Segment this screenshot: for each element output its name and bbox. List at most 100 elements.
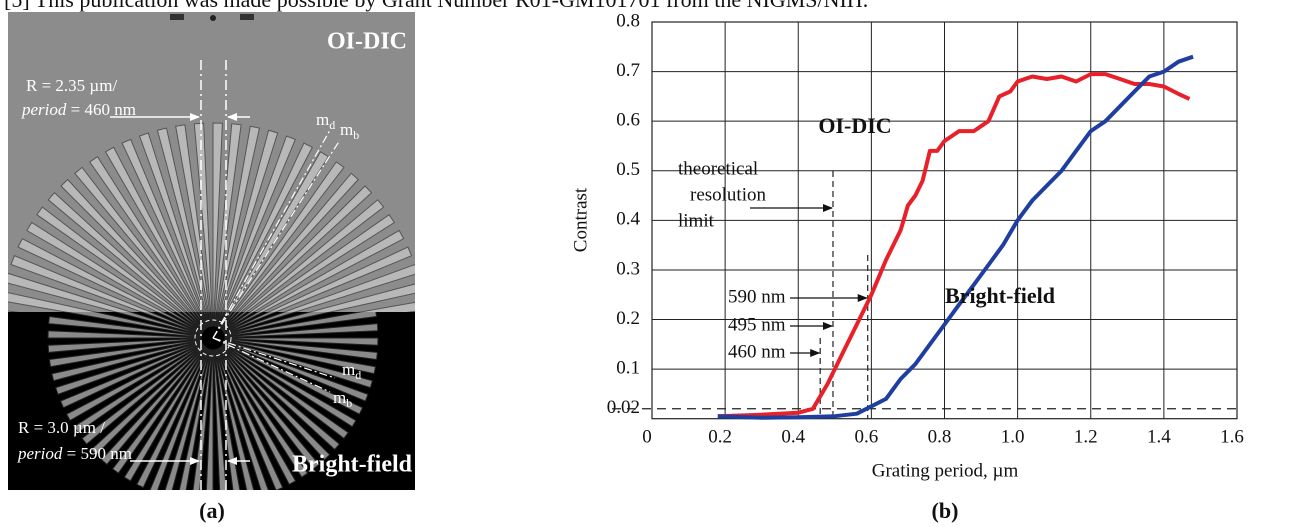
mark-label: mb	[333, 388, 352, 410]
panel-a: OI-DIC R = 2.35 µm/ period = 460 nm md m…	[8, 12, 415, 523]
guide-line	[212, 129, 331, 339]
spoke	[267, 246, 413, 312]
spoke	[200, 312, 210, 328]
spoke	[26, 221, 174, 312]
spoke	[205, 349, 214, 490]
mark-sub: d	[355, 368, 361, 382]
spoke	[217, 347, 297, 486]
panel-caption: (a)	[199, 498, 225, 523]
spoke	[123, 347, 208, 482]
spoke	[156, 312, 204, 334]
spoke	[193, 122, 213, 312]
spoke	[192, 349, 213, 490]
spoke	[216, 312, 225, 328]
y-axis-label: Contrast	[570, 187, 591, 252]
y-tick-label: 0.4	[616, 209, 640, 230]
y-tick-label: 0.6	[616, 110, 640, 131]
spoke	[222, 343, 357, 428]
spoke	[121, 138, 203, 312]
spoke	[17, 238, 165, 312]
mark-label: md	[316, 110, 335, 132]
spoke	[10, 255, 152, 312]
spoke	[218, 347, 309, 478]
series-line	[717, 54, 1194, 420]
spoke	[36, 206, 180, 312]
x-tick-label: 1.2	[1074, 426, 1098, 447]
marker-label: 590 nm	[728, 286, 786, 307]
spoke	[48, 339, 202, 368]
period-value: = 590 nm	[62, 444, 132, 463]
spoke	[215, 349, 255, 490]
period-word: period	[17, 444, 63, 463]
spoke	[214, 349, 241, 490]
spoke	[81, 344, 205, 445]
spoke	[8, 272, 133, 312]
y-tick-label: 0.02	[607, 397, 640, 418]
spoke	[181, 312, 205, 331]
spoke	[238, 185, 373, 312]
spoke	[47, 337, 202, 353]
mark-sub: b	[353, 128, 359, 142]
spoke	[166, 312, 204, 333]
spoke	[47, 330, 202, 339]
period-label: period = 460 nm	[21, 100, 136, 119]
spoke	[214, 123, 242, 312]
spoke	[111, 346, 207, 474]
mark-label: md	[342, 360, 361, 382]
period-word: period	[21, 100, 67, 119]
spoke	[48, 315, 202, 338]
mark-base: m	[342, 360, 355, 379]
spoke	[220, 345, 331, 461]
guide-line	[212, 337, 331, 393]
spoke	[65, 342, 204, 422]
spoke	[221, 345, 341, 451]
spoke	[224, 142, 313, 312]
spoke	[74, 166, 194, 312]
limit-note: theoretical	[678, 158, 758, 179]
x-tick-label: 0.4	[781, 426, 805, 447]
spoke	[227, 151, 330, 312]
spoke	[59, 341, 203, 409]
mark-base: m	[333, 388, 346, 407]
spoke	[257, 229, 405, 312]
spoke	[283, 263, 415, 312]
spoke	[205, 312, 211, 327]
spoke	[214, 312, 220, 327]
spoke	[224, 312, 378, 337]
marker-label: 495 nm	[728, 314, 786, 335]
radius-label: R = 3.0 µm /	[18, 418, 105, 437]
spoke	[217, 125, 261, 312]
x-tick-label: 0.6	[855, 426, 879, 447]
limit-note: limit	[678, 210, 715, 231]
spoke	[234, 172, 360, 312]
spoke	[136, 347, 209, 489]
spoke	[308, 283, 415, 312]
spoke	[88, 156, 198, 312]
spoke	[8, 292, 98, 312]
spoke	[224, 312, 333, 336]
spoke	[222, 312, 255, 333]
image-mark	[210, 15, 216, 21]
spoke	[249, 213, 395, 312]
image-title: OI-DIC	[327, 29, 407, 55]
mark-base: m	[340, 120, 353, 139]
spoke	[223, 312, 298, 336]
radius-label: R = 2.35 µm/	[26, 76, 117, 95]
y-tick-label: 0.1	[616, 357, 640, 378]
limit-note: resolution	[690, 184, 766, 205]
marker-label: 460 nm	[728, 341, 786, 362]
spoke	[224, 337, 379, 346]
x-tick-label: 1.6	[1220, 426, 1244, 447]
spokes-top	[8, 122, 415, 312]
x-tick-label: 0	[642, 426, 652, 447]
panel-b: Contrast Grating period, µm (b) 0 0.2 0.4 0…	[570, 10, 1244, 523]
x-axis-label: Grating period, µm	[872, 460, 1019, 481]
spoke	[212, 349, 227, 490]
image-mark	[170, 14, 184, 20]
spoke	[213, 312, 217, 327]
series-label: OI-DIC	[818, 113, 891, 138]
period-label: period = 590 nm	[17, 444, 132, 463]
spoke	[47, 191, 186, 312]
